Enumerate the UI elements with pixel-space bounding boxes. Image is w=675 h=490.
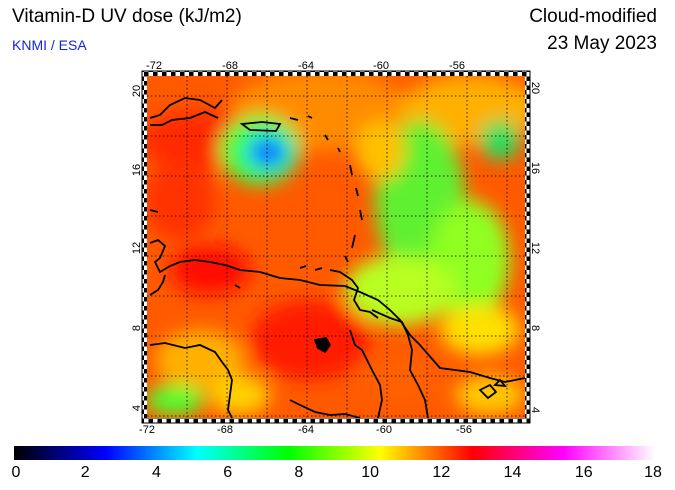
- lat-tick-left: 20: [131, 85, 143, 97]
- lat-tick-left: 4: [131, 405, 143, 411]
- colorbar-label: 18: [644, 464, 662, 481]
- graticule: [147, 76, 525, 418]
- colorbar-label: 0: [11, 464, 21, 481]
- colorbar-label: 16: [574, 464, 593, 481]
- lon-tick-bottom: -56: [456, 424, 472, 436]
- lon-tick-top: -68: [222, 60, 238, 72]
- product-label: Cloud-modified: [529, 6, 657, 27]
- lon-tick-bottom: -68: [217, 424, 233, 436]
- colorbar-label: 2: [80, 464, 90, 481]
- map-frame: [141, 70, 531, 424]
- lon-tick-top: -64: [298, 60, 314, 72]
- lat-tick-right: 8: [529, 325, 541, 331]
- lat-tick-left: 12: [131, 242, 143, 254]
- lon-tick-bottom: -72: [139, 424, 155, 436]
- lat-tick-right: 16: [529, 162, 541, 174]
- lon-tick-top: -72: [146, 60, 162, 72]
- colorbar-label: 6: [223, 464, 233, 481]
- source-label: KNMI / ESA: [12, 37, 87, 53]
- colorbar-label: 4: [151, 464, 161, 481]
- lat-tick-left: 16: [131, 164, 143, 176]
- lat-tick-right: 20: [529, 82, 541, 94]
- lat-tick-left: 8: [131, 325, 143, 331]
- coastlines: [149, 97, 525, 418]
- colorbar-label: 12: [432, 464, 451, 481]
- lon-tick-top: -56: [449, 60, 465, 72]
- lon-tick-bottom: -64: [298, 424, 314, 436]
- colorbar: [14, 446, 655, 460]
- lat-tick-right: 4: [529, 407, 541, 413]
- uv-dose-map: -72 -68 -64 -60 -56 -72 -68 -64 -60 -56 …: [131, 60, 541, 436]
- dose-field: [147, 76, 525, 418]
- map-title: Vitamin-D UV dose (kJ/m2): [12, 6, 242, 27]
- colorbar-label: 10: [361, 464, 380, 481]
- colorbar-label: 14: [503, 464, 522, 481]
- lon-tick-top: -60: [373, 60, 389, 72]
- lat-tick-right: 12: [529, 242, 541, 254]
- date-label: 23 May 2023: [547, 33, 657, 54]
- colorbar-label: 8: [294, 464, 304, 481]
- lon-tick-bottom: -60: [376, 424, 392, 436]
